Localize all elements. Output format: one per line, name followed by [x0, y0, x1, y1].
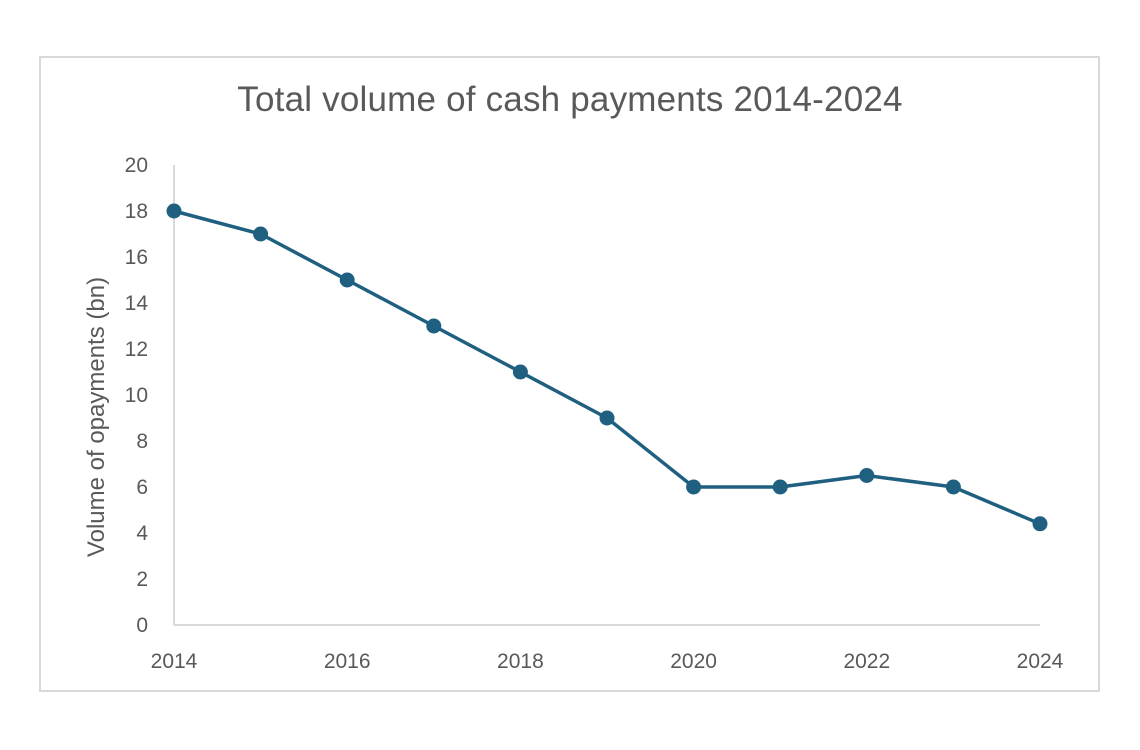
data-point — [166, 203, 182, 219]
y-tick-label: 18 — [125, 200, 148, 223]
chart-title: Total volume of cash payments 2014-2024 — [237, 80, 903, 119]
data-point — [686, 479, 702, 495]
y-tick-label: 4 — [136, 522, 148, 545]
data-point — [945, 479, 961, 495]
y-tick-label: 2 — [136, 568, 148, 591]
y-tick-label: 0 — [136, 614, 148, 637]
y-tick-label: 6 — [136, 476, 148, 499]
x-tick-label: 2024 — [1017, 650, 1064, 673]
y-tick-label: 10 — [125, 384, 148, 407]
x-tick-label: 2020 — [670, 650, 717, 673]
x-tick-label: 2018 — [497, 650, 544, 673]
x-tick-label: 2014 — [151, 650, 198, 673]
y-tick-label: 8 — [136, 430, 148, 453]
y-tick-label: 20 — [125, 154, 148, 177]
data-point — [859, 468, 875, 483]
data-point — [339, 272, 355, 288]
y-tick-label: 16 — [125, 246, 148, 269]
chart-frame — [39, 56, 1100, 692]
x-tick-label: 2016 — [324, 650, 371, 673]
y-axis-title: Volume of opayments (bn) — [83, 277, 110, 557]
data-point — [426, 318, 442, 334]
data-point — [1032, 516, 1048, 532]
series-line — [172, 209, 1042, 526]
data-point — [253, 226, 269, 242]
x-tick-label: 2022 — [843, 650, 890, 673]
y-tick-label: 14 — [125, 292, 149, 315]
series — [166, 203, 1048, 532]
data-point — [772, 479, 788, 495]
data-point — [512, 364, 528, 380]
tick-labels: 0 2 4 6 8 10 12 14 16 18 20 2014 2016 2018 2020 2022 202… — [125, 154, 1064, 673]
data-point — [599, 410, 615, 426]
y-tick-label: 12 — [125, 338, 148, 361]
axes — [173, 165, 1040, 626]
